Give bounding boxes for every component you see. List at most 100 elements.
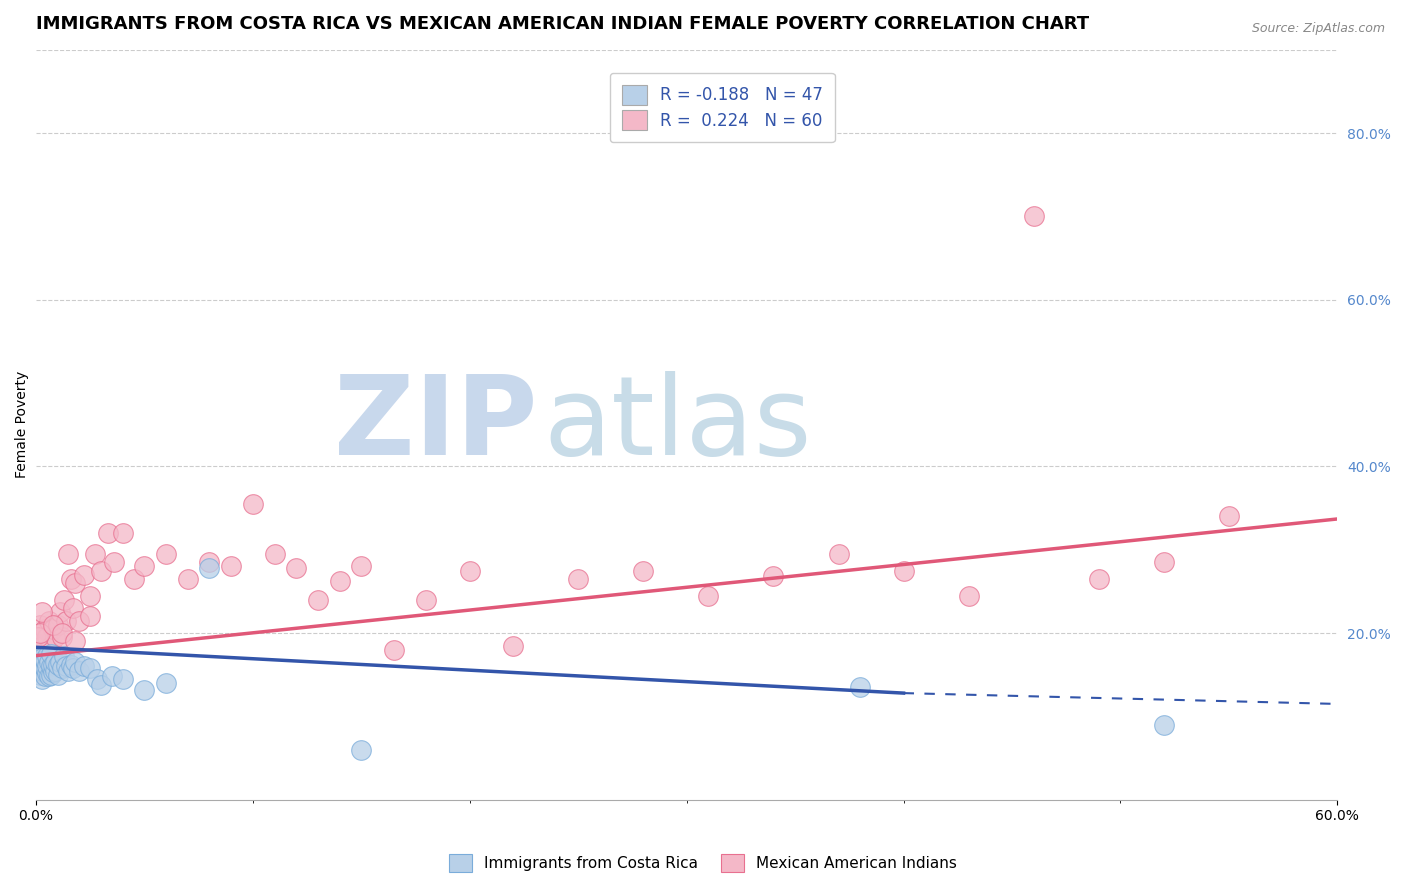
Point	[90, 678, 112, 692]
Point	[42, 622, 65, 636]
Point	[30, 651, 52, 665]
Point	[697, 589, 720, 603]
Point	[58, 664, 80, 678]
Point	[39, 659, 62, 673]
Point	[849, 680, 872, 694]
Point	[134, 559, 156, 574]
Point	[263, 547, 285, 561]
Point	[111, 526, 134, 541]
Point	[31, 605, 53, 619]
Point	[42, 617, 65, 632]
Point	[633, 564, 655, 578]
Point	[67, 614, 90, 628]
Point	[53, 649, 76, 664]
Point	[198, 561, 221, 575]
Point	[34, 661, 56, 675]
Legend: R = -0.188   N = 47, R =  0.224   N = 60: R = -0.188 N = 47, R = 0.224 N = 60	[610, 73, 835, 142]
Point	[46, 667, 69, 681]
Point	[567, 572, 589, 586]
Point	[1218, 509, 1240, 524]
Point	[58, 547, 80, 561]
Text: atlas: atlas	[544, 371, 813, 478]
Point	[63, 634, 86, 648]
Point	[38, 614, 60, 628]
Point	[63, 655, 86, 669]
Point	[458, 564, 481, 578]
Point	[42, 657, 65, 672]
Point	[307, 592, 329, 607]
Point	[111, 672, 134, 686]
Point	[155, 676, 177, 690]
Point	[30, 667, 52, 681]
Point	[46, 617, 69, 632]
Point	[350, 743, 373, 757]
Point	[103, 555, 125, 569]
Point	[59, 657, 82, 672]
Point	[49, 605, 72, 619]
Point	[415, 592, 437, 607]
Point	[38, 669, 60, 683]
Point	[79, 661, 101, 675]
Point	[67, 664, 90, 678]
Point	[39, 667, 62, 681]
Point	[34, 669, 56, 683]
Point	[155, 547, 177, 561]
Point	[27, 630, 49, 644]
Point	[86, 672, 108, 686]
Point	[502, 639, 524, 653]
Point	[382, 642, 405, 657]
Point	[1153, 555, 1175, 569]
Point	[73, 567, 96, 582]
Point	[30, 617, 52, 632]
Point	[51, 661, 73, 675]
Text: IMMIGRANTS FROM COSTA RICA VS MEXICAN AMERICAN INDIAN FEMALE POVERTY CORRELATION: IMMIGRANTS FROM COSTA RICA VS MEXICAN AM…	[37, 15, 1090, 33]
Point	[242, 497, 264, 511]
Point	[762, 569, 785, 583]
Point	[101, 669, 124, 683]
Text: Source: ZipAtlas.com: Source: ZipAtlas.com	[1251, 22, 1385, 36]
Point	[73, 659, 96, 673]
Point	[55, 659, 77, 673]
Point	[49, 655, 72, 669]
Point	[44, 655, 66, 669]
Point	[31, 651, 53, 665]
Point	[893, 564, 915, 578]
Point	[44, 664, 66, 678]
Point	[1153, 718, 1175, 732]
Point	[122, 572, 145, 586]
Point	[38, 655, 60, 669]
Point	[27, 630, 49, 644]
Point	[27, 655, 49, 669]
Text: ZIP: ZIP	[333, 371, 537, 478]
Point	[285, 561, 308, 575]
Point	[35, 649, 58, 664]
Point	[51, 630, 73, 644]
Point	[44, 630, 66, 644]
Point	[51, 626, 73, 640]
Point	[219, 559, 242, 574]
Point	[46, 657, 69, 672]
Legend: Immigrants from Costa Rica, Mexican American Indians: Immigrants from Costa Rica, Mexican Amer…	[441, 846, 965, 880]
Point	[27, 664, 49, 678]
Y-axis label: Female Poverty: Female Poverty	[15, 371, 30, 478]
Point	[134, 682, 156, 697]
Point	[42, 665, 65, 680]
Point	[31, 657, 53, 672]
Point	[34, 653, 56, 667]
Point	[35, 666, 58, 681]
Point	[39, 639, 62, 653]
Point	[59, 572, 82, 586]
Point	[63, 576, 86, 591]
Point	[34, 622, 56, 636]
Point	[83, 547, 105, 561]
Point	[957, 589, 980, 603]
Point	[30, 659, 52, 673]
Point	[1088, 572, 1111, 586]
Point	[30, 626, 52, 640]
Point	[177, 572, 200, 586]
Point	[31, 672, 53, 686]
Point	[55, 614, 77, 628]
Point	[1022, 210, 1045, 224]
Point	[96, 526, 118, 541]
Point	[198, 555, 221, 569]
